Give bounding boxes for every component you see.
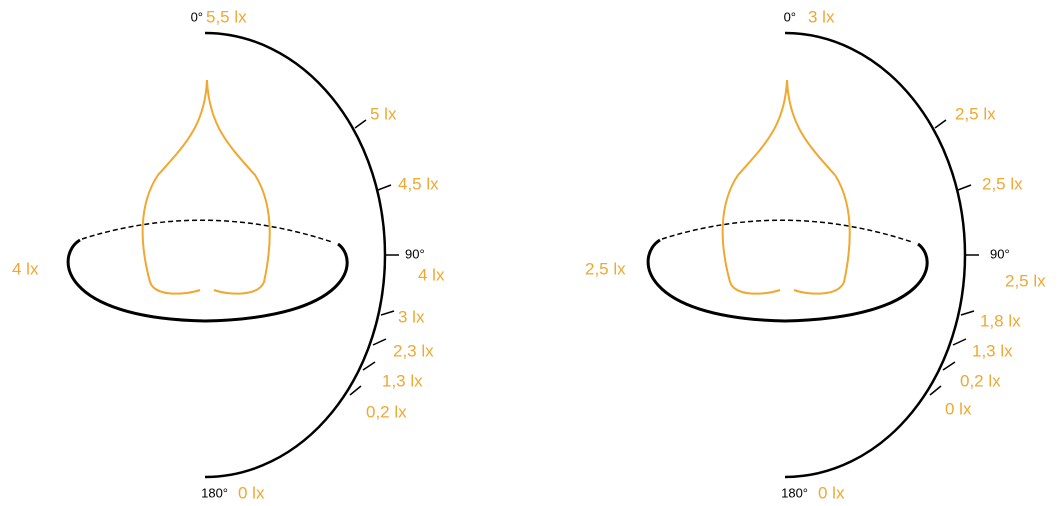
lux-label: 0 lx	[238, 483, 265, 502]
lamp-shade	[66, 238, 349, 323]
tick	[957, 184, 972, 191]
angle-label: 90°	[990, 246, 1010, 261]
panel	[66, 31, 399, 479]
lux-label: 1,3 lx	[972, 341, 1013, 360]
angle-label: 0°	[191, 9, 203, 24]
lux-label: 3 lx	[398, 307, 425, 326]
angle-label: 180°	[201, 485, 228, 500]
lux-label: 3 lx	[808, 7, 835, 26]
lux-label: 0 lx	[945, 399, 972, 418]
side-label: 2,5 lx	[585, 259, 626, 278]
lux-label: 0,2 lx	[960, 371, 1001, 390]
angle-label: 180°	[781, 485, 808, 500]
lux-label: 4,5 lx	[398, 174, 439, 193]
lux-label: 0,2 lx	[366, 402, 407, 421]
lux-label: 2,5 lx	[982, 174, 1023, 193]
arc	[204, 31, 387, 479]
tick	[377, 184, 392, 191]
tick	[372, 338, 387, 346]
panel	[646, 31, 979, 479]
lux-label: 2,3 lx	[393, 341, 434, 360]
tick	[380, 310, 395, 316]
lux-label: 2,5 lx	[1005, 271, 1046, 290]
side-label: 4 lx	[12, 259, 39, 278]
lamp-shade-top	[661, 219, 913, 243]
lux-label: 1,8 lx	[980, 311, 1021, 330]
tick	[354, 119, 367, 129]
arc	[784, 31, 967, 479]
lux-label: 5,5 lx	[206, 7, 247, 26]
tick	[960, 310, 975, 316]
angle-label: 0°	[784, 9, 796, 24]
lux-label: 2,5 lx	[955, 104, 996, 123]
lamp-shade	[646, 238, 929, 323]
tick	[942, 361, 956, 371]
lux-label: 5 lx	[370, 104, 397, 123]
tick	[934, 119, 947, 129]
lux-label: 1,3 lx	[382, 371, 423, 390]
angle-label: 90°	[405, 246, 425, 261]
lux-label: 0 lx	[818, 483, 845, 502]
tick	[929, 385, 942, 396]
tick	[952, 338, 967, 346]
light-curve	[141, 79, 271, 295]
light-curve	[721, 79, 851, 295]
tick	[349, 385, 362, 396]
lamp-shade-top	[81, 219, 333, 243]
tick	[362, 361, 376, 371]
lux-label: 4 lx	[418, 265, 445, 284]
